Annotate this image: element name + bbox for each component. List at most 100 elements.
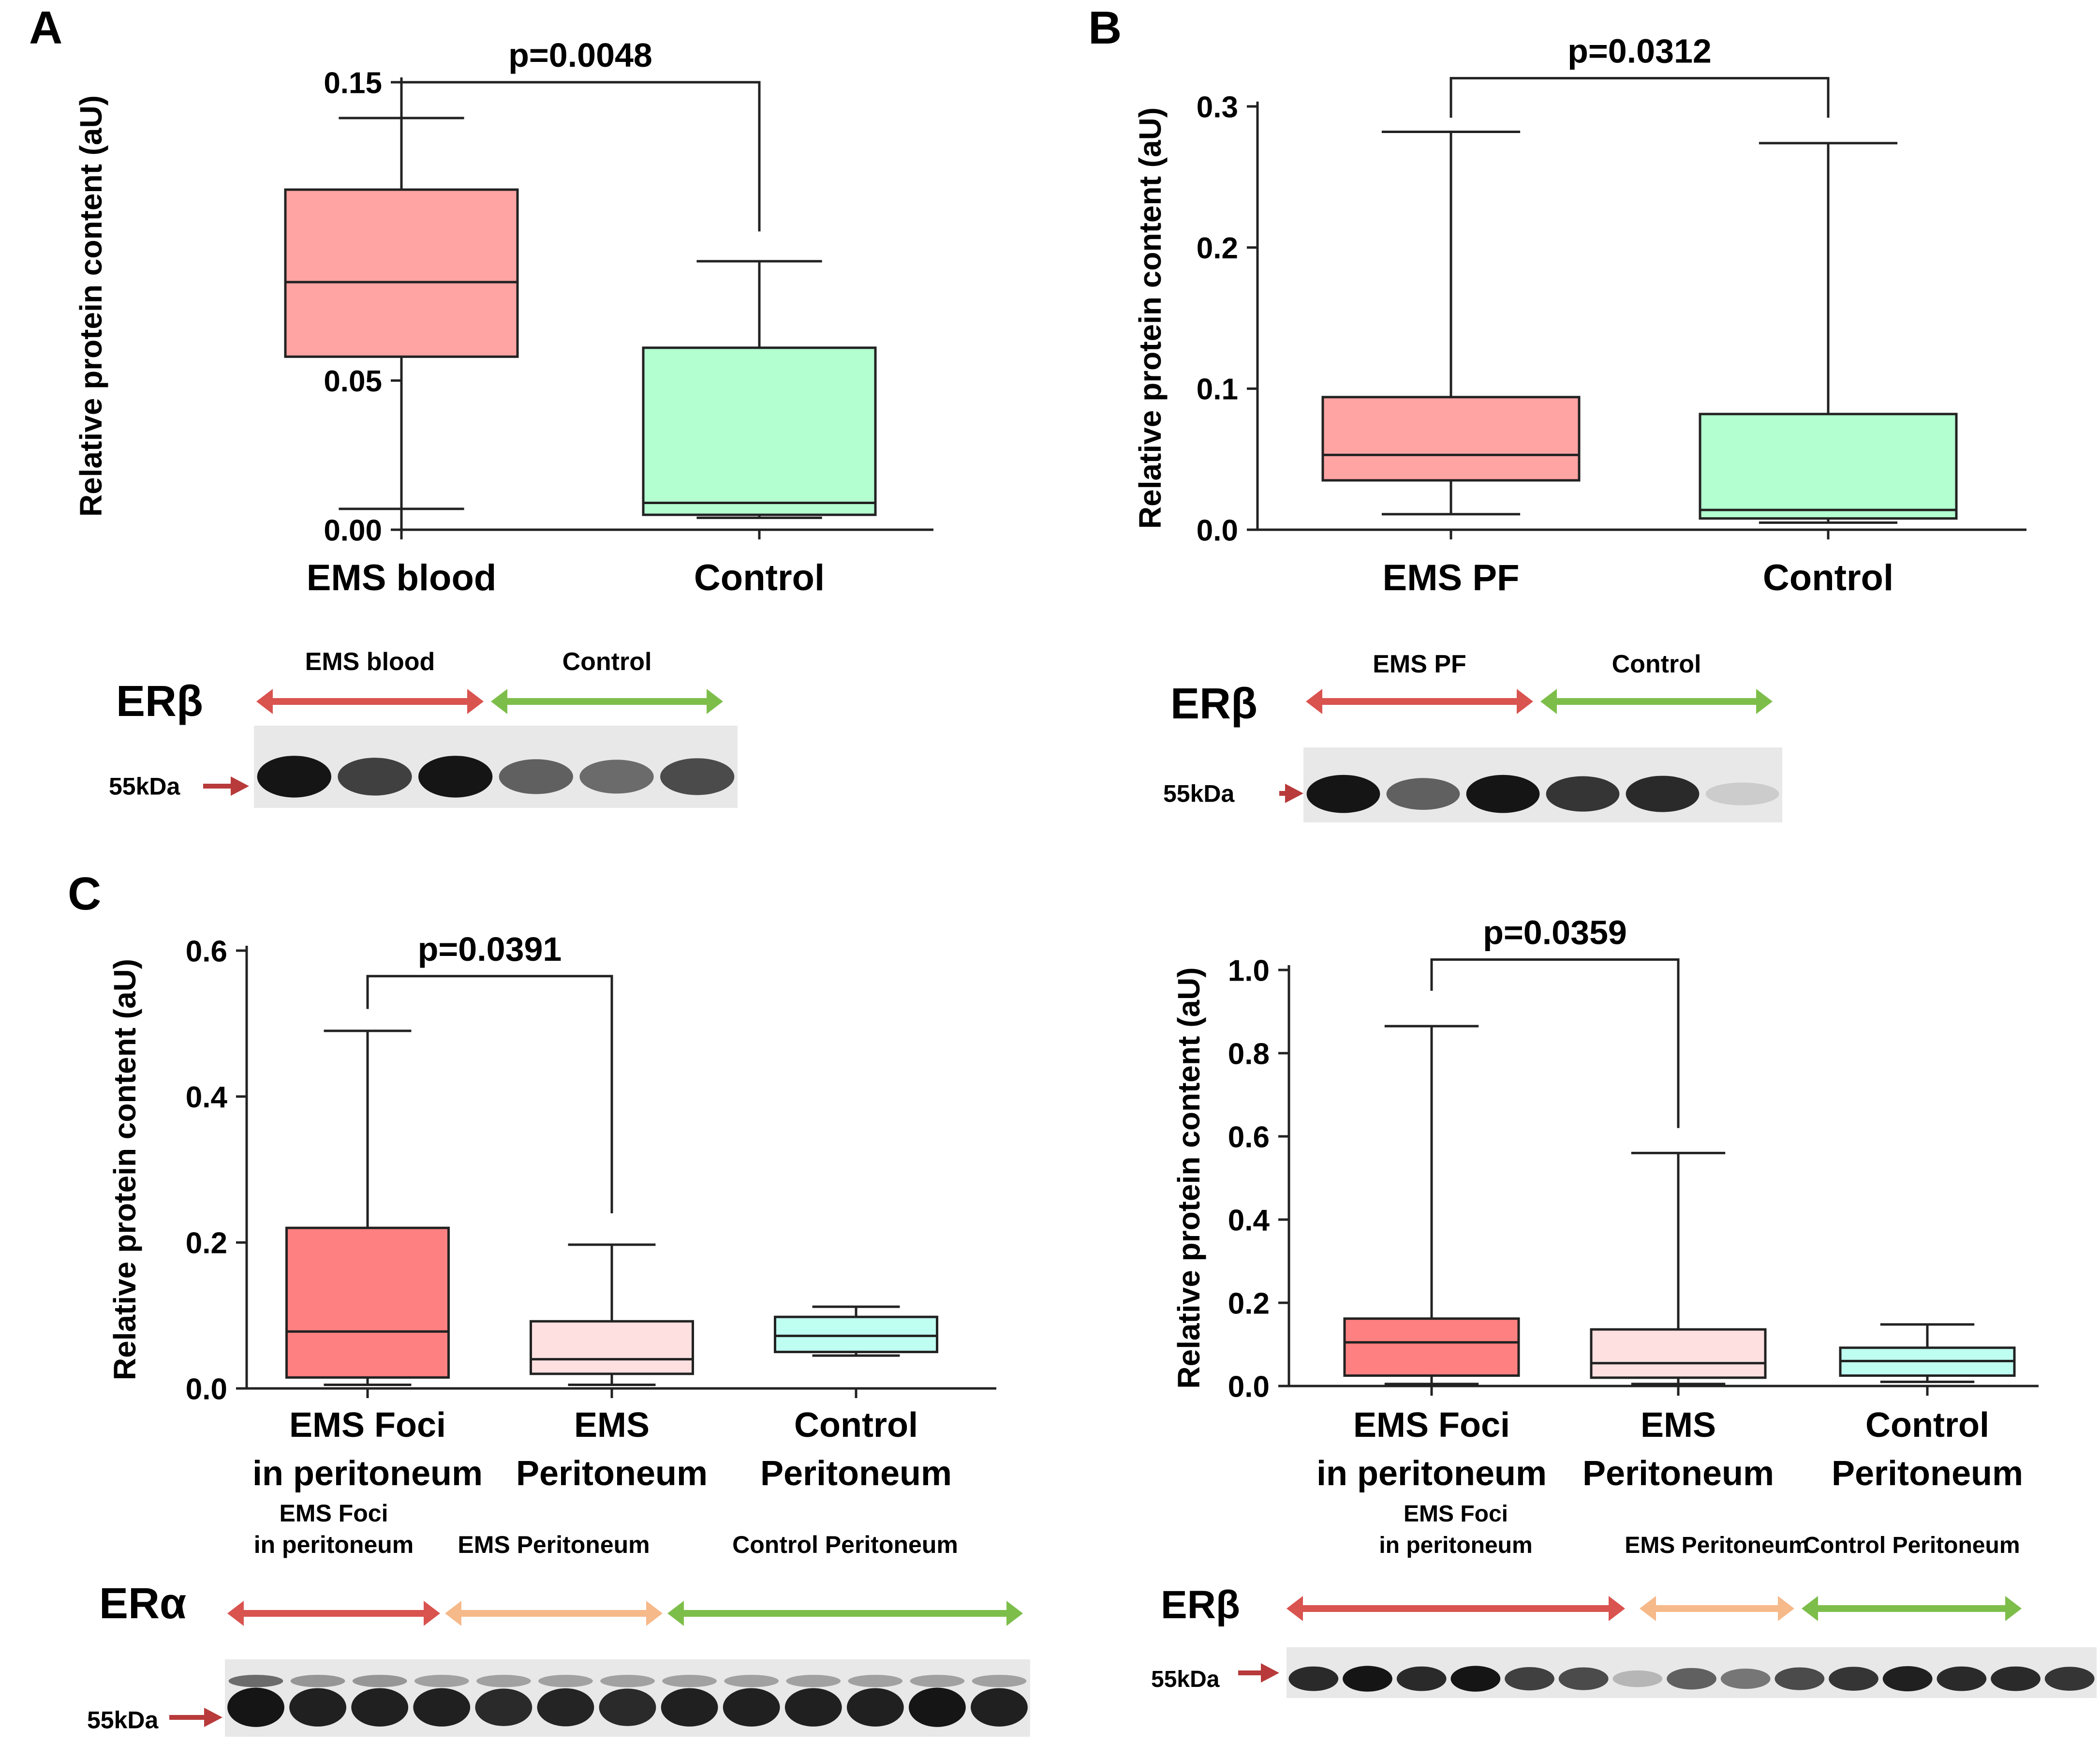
double-arrow xyxy=(1306,689,1533,714)
blot-band xyxy=(723,1688,780,1727)
blot-upper-band xyxy=(538,1675,593,1687)
kda-label: 55kDa xyxy=(1163,780,1235,807)
arrow-head-left xyxy=(667,1601,684,1626)
arrow-head-left xyxy=(1802,1596,1818,1621)
blot-upper-band xyxy=(476,1675,531,1687)
blot-band xyxy=(1882,1666,1933,1692)
arrow-head-right xyxy=(1778,1596,1794,1621)
arrow-head-right xyxy=(707,689,723,714)
blot-group-label: in peritoneum xyxy=(1379,1533,1532,1558)
blot-upper-band xyxy=(352,1675,407,1687)
arrow-head-left xyxy=(445,1601,461,1626)
y-tick-label: 0.2 xyxy=(1197,232,1238,265)
kda-pointer-head xyxy=(1285,784,1303,803)
protein-label: ERα xyxy=(99,1580,186,1628)
western-blot-0: ERβ EMS blood Control 55kDa xyxy=(109,648,738,808)
arrow-head-right xyxy=(424,1601,440,1626)
double-arrow xyxy=(667,1601,1023,1626)
y-tick-label: 0.3 xyxy=(1197,90,1238,124)
arrow-head-right xyxy=(2005,1596,2022,1621)
box-iqr xyxy=(1699,413,1958,520)
blot-band xyxy=(351,1688,409,1727)
box-iqr xyxy=(285,1226,450,1379)
blot-band xyxy=(1775,1667,1825,1690)
category-label: Peritoneum xyxy=(516,1454,708,1493)
y-axis-label: Relative protein content (aU) xyxy=(74,95,108,517)
blot-band xyxy=(1396,1666,1447,1691)
blot-band xyxy=(2044,1667,2095,1691)
blot-band xyxy=(1466,775,1540,813)
arrow-shaft xyxy=(272,698,468,705)
arrow-head-left xyxy=(1287,1596,1303,1621)
blot-band xyxy=(599,1688,656,1726)
box-0 xyxy=(1343,1025,1520,1386)
blot-band xyxy=(1386,778,1460,810)
blots-layer: ERβ EMS blood Control 55kDa ERβ EMS PF Control… xyxy=(87,648,2097,1737)
double-arrow xyxy=(491,689,723,714)
box-iqr xyxy=(642,346,877,516)
blot-band xyxy=(1829,1667,1878,1691)
kda-label: 55kDa xyxy=(1151,1667,1220,1692)
blot-band xyxy=(1612,1670,1663,1687)
y-tick-label: 0.4 xyxy=(186,1081,228,1114)
p-value-label: p=0.0312 xyxy=(1568,32,1712,70)
category-label: in peritoneum xyxy=(1316,1454,1547,1493)
y-tick-label: 0.00 xyxy=(324,514,382,547)
y-tick-label: 1.0 xyxy=(1228,954,1270,987)
box-iqr xyxy=(1343,1317,1520,1377)
arrow-head-right xyxy=(467,689,484,714)
arrow-head-right xyxy=(646,1601,663,1626)
blot-upper-band xyxy=(662,1675,717,1687)
blot-group-label: Control Peritoneum xyxy=(732,1531,958,1558)
category-label: EMS Foci xyxy=(289,1406,446,1445)
box-1 xyxy=(530,1243,694,1386)
blot-upper-band xyxy=(724,1675,779,1687)
category-label: Control xyxy=(794,1406,918,1445)
category-label: EMS Foci xyxy=(1353,1406,1510,1445)
blot-band xyxy=(338,758,412,796)
blot-band xyxy=(1720,1669,1771,1689)
y-tick-label: 0.8 xyxy=(1228,1037,1270,1071)
significance-bracket xyxy=(366,975,613,1213)
blot-band xyxy=(1288,1666,1339,1691)
y-tick-label: 0.15 xyxy=(324,66,382,100)
category-label: EMS blood xyxy=(307,557,497,598)
blot-group-label: EMS Peritoneum xyxy=(458,1531,650,1558)
gel-strip xyxy=(254,726,738,808)
blot-group-label: Control Peritoneum xyxy=(1803,1533,2020,1558)
box-1 xyxy=(642,260,877,519)
blot-upper-band xyxy=(972,1675,1027,1687)
blot-group-label: EMS PF xyxy=(1373,650,1466,678)
arrow-head-right xyxy=(1517,689,1533,714)
blot-band xyxy=(1505,1667,1554,1691)
y-tick-label: 0.6 xyxy=(1228,1120,1270,1154)
blot-band xyxy=(418,756,493,798)
double-arrow xyxy=(1287,1596,1625,1621)
kda-label: 55kDa xyxy=(109,773,181,800)
western-blot-1: ERβ EMS PF Control 55kDa xyxy=(1163,650,1782,822)
double-arrow xyxy=(1802,1596,2022,1621)
double-arrow xyxy=(227,1601,440,1626)
arrow-shaft xyxy=(1321,698,1518,705)
blot-band xyxy=(660,758,735,795)
boxplot-panel-1: B 0.0 0.1 0.2 0.3 Relative protein content (a… xyxy=(1088,2,2026,598)
blot-upper-band xyxy=(228,1675,283,1687)
box-1 xyxy=(1590,1151,1767,1386)
blot-group-label: Control xyxy=(562,648,652,676)
y-axis-label: Relative protein content (aU) xyxy=(107,959,142,1380)
blot-band xyxy=(227,1687,284,1727)
category-label: Control xyxy=(1865,1406,1989,1445)
panel-letter: B xyxy=(1088,2,1122,54)
y-tick-label: 0.0 xyxy=(1228,1370,1270,1403)
blot-band xyxy=(971,1688,1028,1727)
blot-group-label: Control xyxy=(1612,650,1701,678)
blot-band xyxy=(661,1688,718,1727)
blot-upper-band xyxy=(414,1675,469,1687)
blot-band xyxy=(1667,1668,1716,1690)
double-arrow xyxy=(256,689,484,714)
arrow-shaft xyxy=(460,1610,647,1617)
box-1 xyxy=(1699,142,1958,524)
y-tick-label: 0.05 xyxy=(324,365,382,398)
